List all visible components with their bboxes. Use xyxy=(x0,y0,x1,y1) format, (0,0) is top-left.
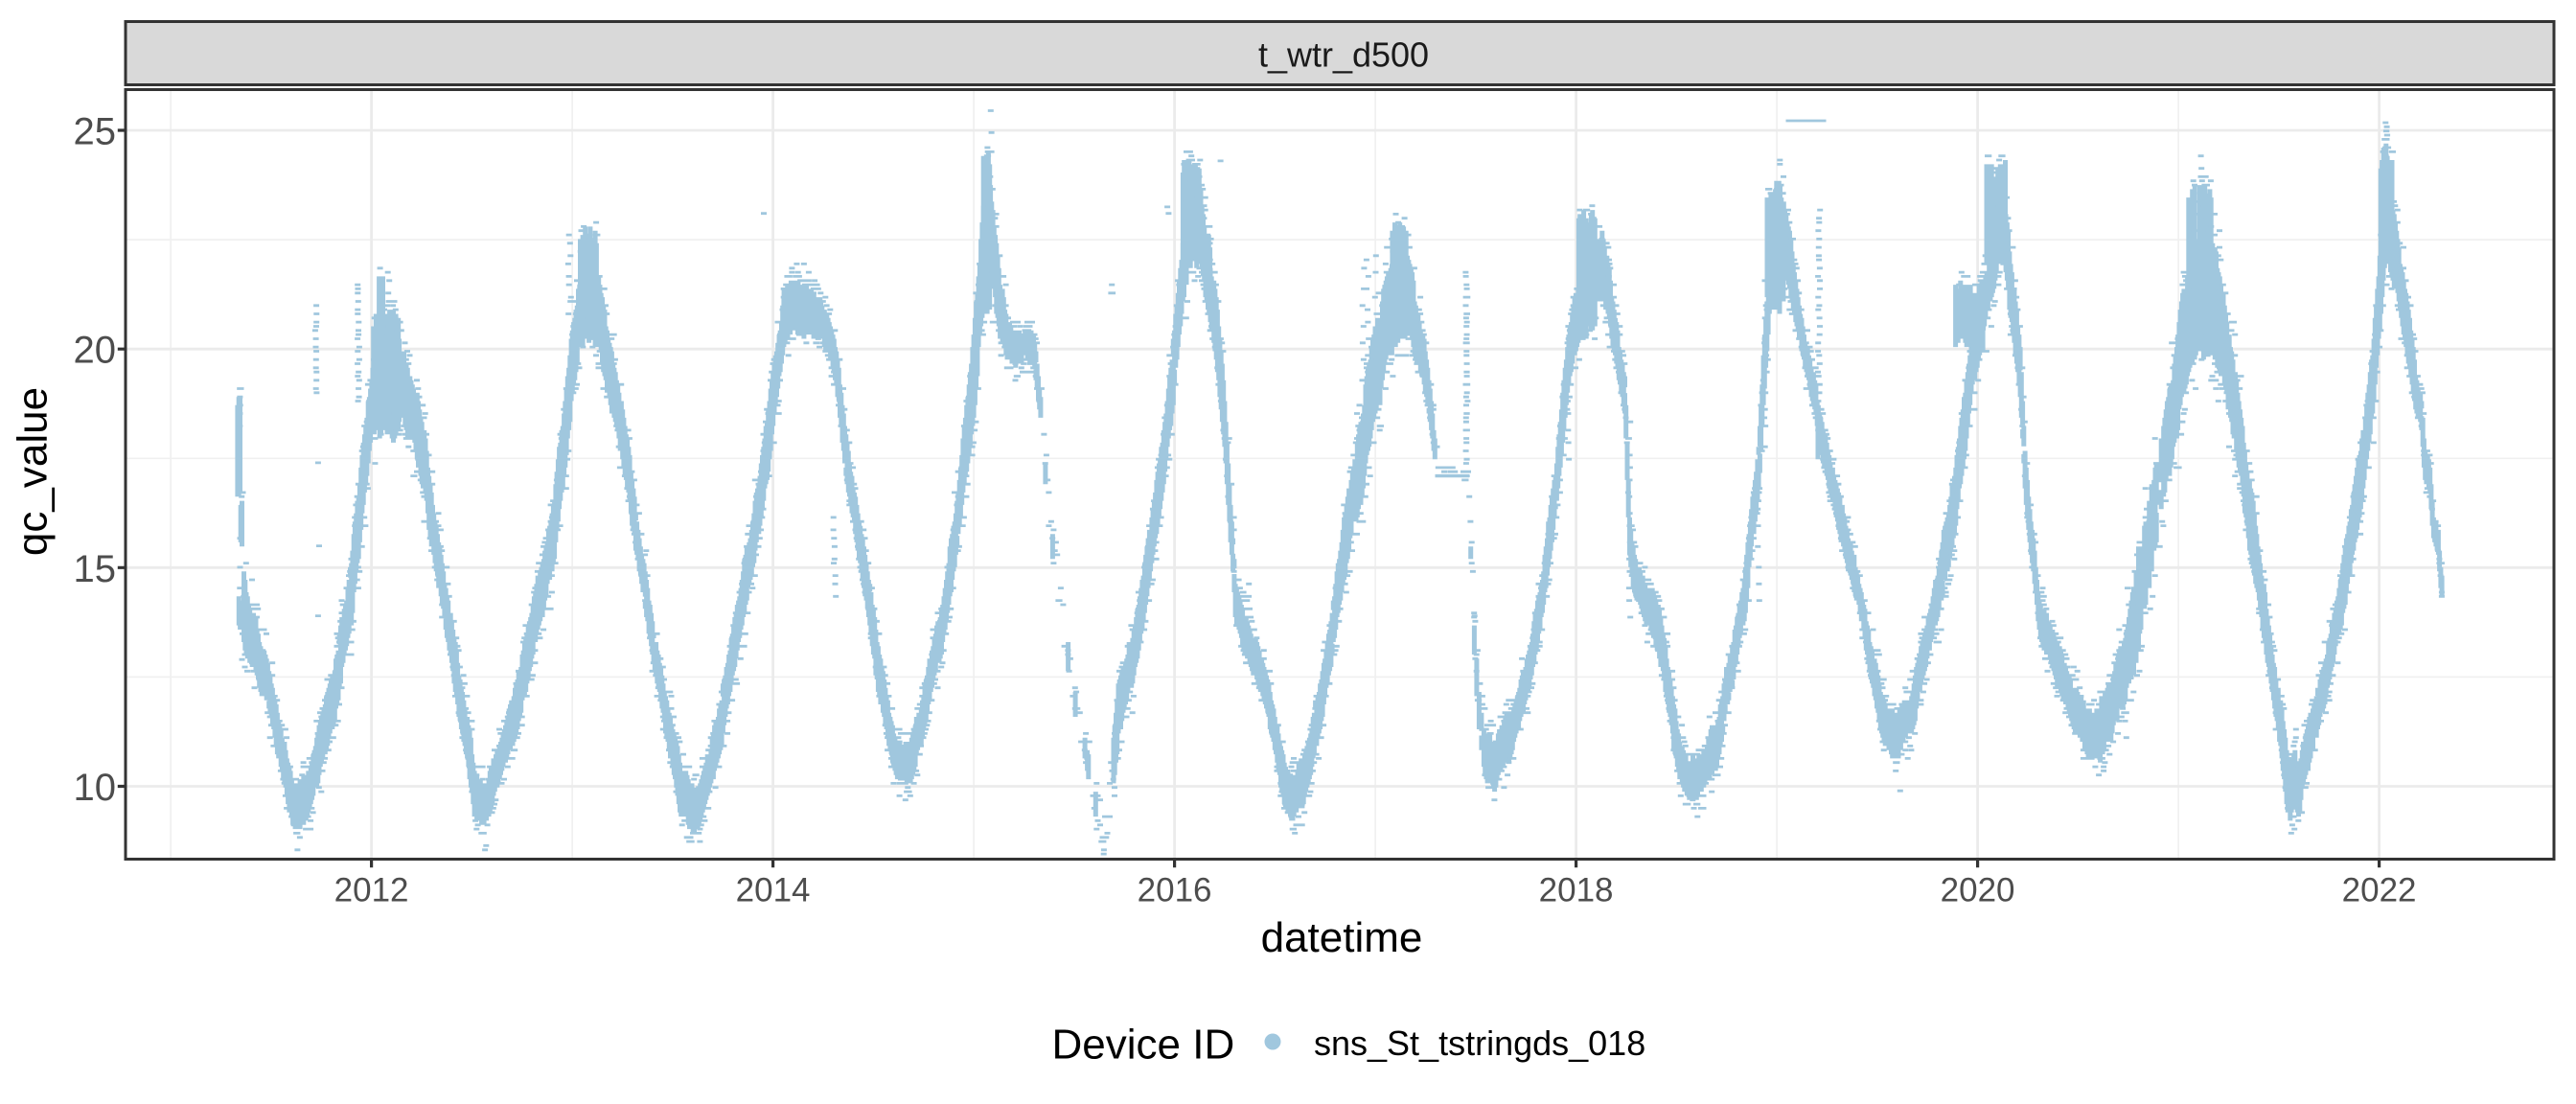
svg-text:sns_St_tstringds_018: sns_St_tstringds_018 xyxy=(1314,1024,1645,1063)
svg-text:2014: 2014 xyxy=(736,872,811,909)
svg-text:20: 20 xyxy=(74,330,117,372)
svg-text:15: 15 xyxy=(74,548,117,590)
svg-text:2022: 2022 xyxy=(2342,872,2417,909)
svg-text:2020: 2020 xyxy=(1941,872,2015,909)
svg-text:t_wtr_d500: t_wtr_d500 xyxy=(1258,35,1429,75)
svg-text:qc_value: qc_value xyxy=(10,387,57,556)
svg-text:datetime: datetime xyxy=(1261,914,1423,961)
svg-text:2016: 2016 xyxy=(1138,872,1212,909)
svg-text:2018: 2018 xyxy=(1539,872,1614,909)
svg-text:Device ID: Device ID xyxy=(1052,1022,1235,1069)
svg-text:2012: 2012 xyxy=(334,872,409,909)
svg-text:10: 10 xyxy=(74,767,117,809)
svg-text:25: 25 xyxy=(74,111,117,153)
